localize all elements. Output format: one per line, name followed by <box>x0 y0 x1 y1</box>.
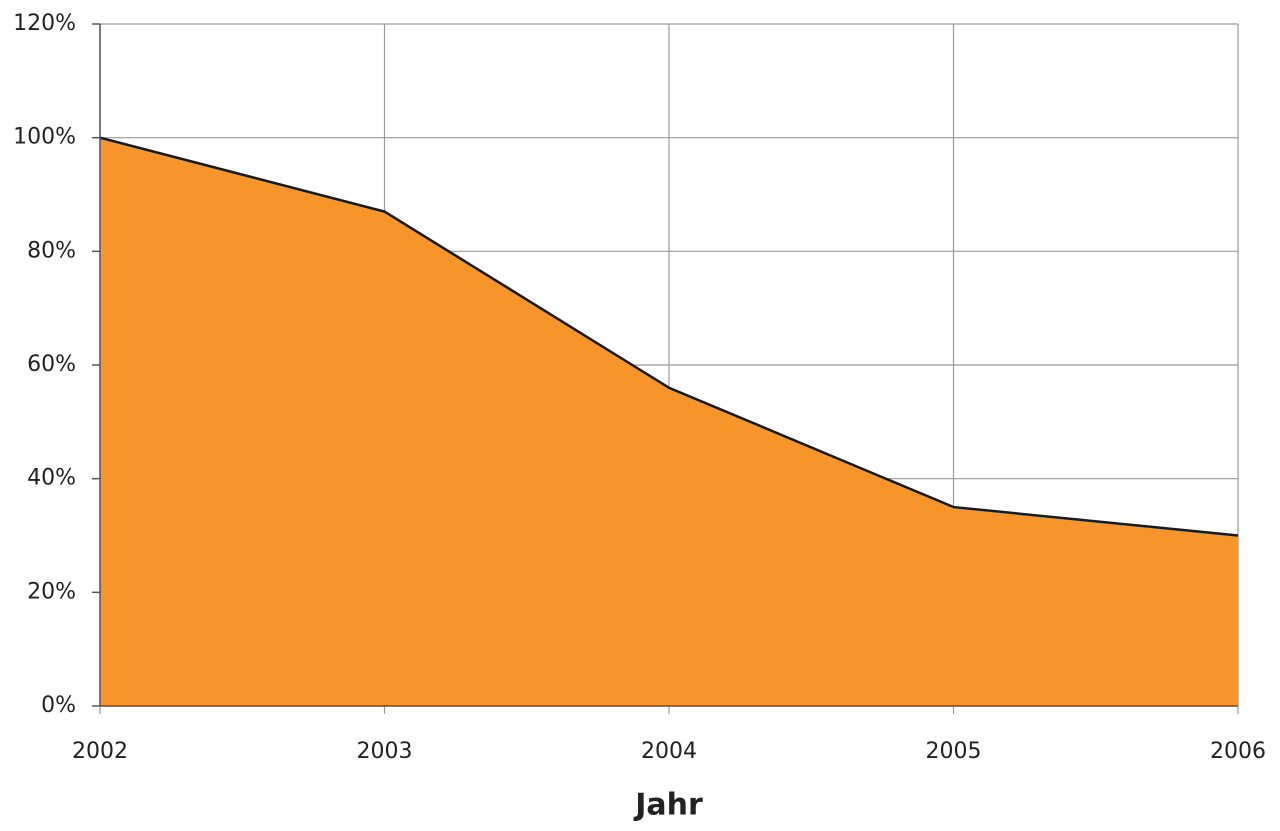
y-tick-label: 40% <box>27 466 76 491</box>
x-axis-label: Jahr <box>633 788 703 823</box>
x-tick-label: 2003 <box>357 739 413 764</box>
x-tick-label: 2004 <box>641 739 697 764</box>
y-tick-label: 120% <box>13 11 76 36</box>
y-tick-label: 100% <box>13 125 76 150</box>
area-line <box>99 136 1239 537</box>
area <box>100 137 1238 706</box>
y-tick-label: 0% <box>41 693 76 718</box>
y-tick-label: 20% <box>27 579 76 604</box>
x-tick-label: 2006 <box>1210 739 1266 764</box>
x-tick-label: 2002 <box>72 739 128 764</box>
y-tick-label: 60% <box>27 352 76 377</box>
x-tick-label: 2005 <box>926 739 982 764</box>
y-tick-label: 80% <box>27 238 76 263</box>
